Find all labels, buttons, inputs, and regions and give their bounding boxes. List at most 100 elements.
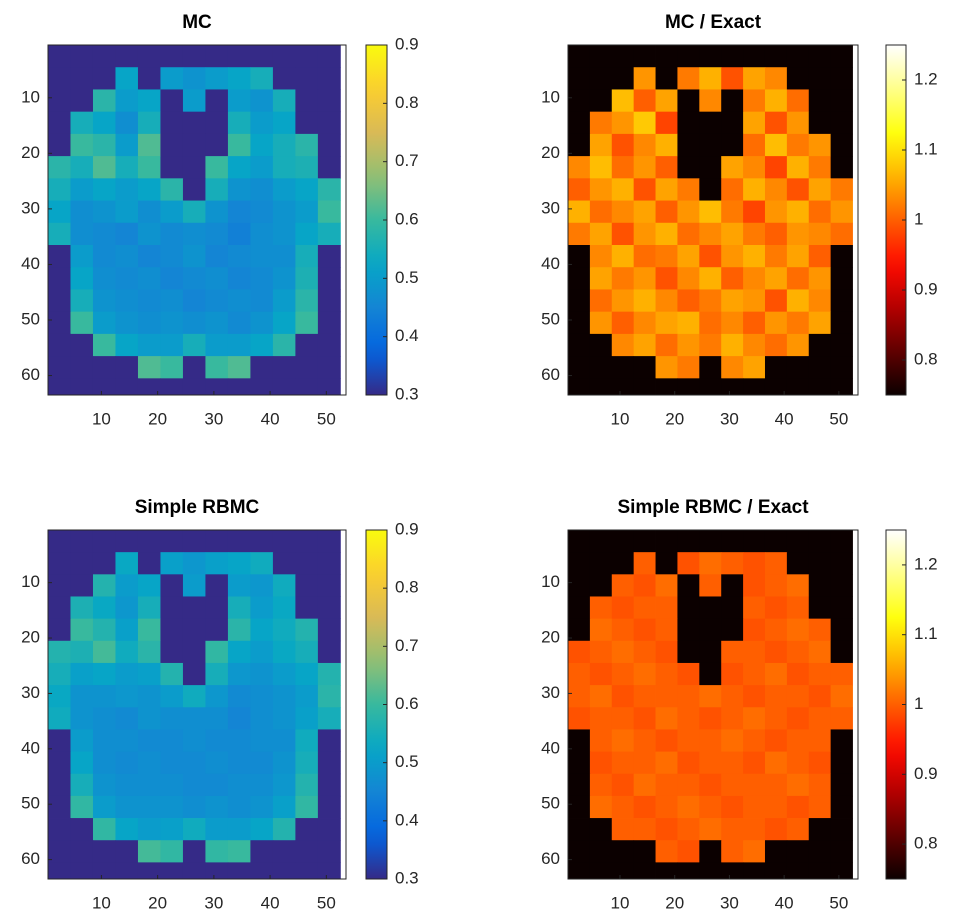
heatmap-cell: [160, 267, 184, 290]
heatmap-cell: [808, 245, 832, 268]
heatmap-cell: [589, 333, 613, 357]
heatmap-cell: [295, 178, 319, 201]
heatmap-cell: [568, 640, 591, 664]
colorbar-tick-label: 1: [914, 209, 923, 228]
heatmap-cell: [272, 178, 296, 201]
heatmap-cell: [699, 200, 722, 224]
panel: MC 10 20 30 40 50 10 20 30 40 50 60 0.3 0.4 0.5 0.6 0.7 0…: [21, 12, 419, 428]
heatmap-cell: [764, 530, 788, 553]
heatmap-cell: [699, 773, 722, 797]
heatmap-cell: [786, 111, 810, 135]
heatmap-cell: [808, 67, 832, 90]
heatmap-cell: [743, 156, 766, 179]
heatmap-cell: [115, 289, 139, 313]
heatmap-cell: [764, 311, 788, 335]
heatmap-cell: [677, 67, 700, 90]
heatmap-cell: [589, 289, 613, 313]
heatmap-cell: [250, 618, 274, 642]
x-tick-label: 40: [775, 409, 794, 428]
heatmap-cell: [272, 662, 296, 686]
heatmap-cell: [227, 200, 251, 224]
x-tick-label: 10: [611, 409, 630, 428]
y-tick-label: 50: [541, 794, 560, 813]
heatmap-cell: [137, 222, 161, 246]
heatmap-cell: [677, 156, 700, 179]
heatmap-cell: [568, 685, 591, 708]
y-tick-label: 30: [21, 683, 40, 702]
heatmap-cell: [699, 618, 722, 642]
heatmap-cell: [611, 356, 635, 379]
heatmap-cell: [808, 356, 832, 379]
heatmap-cell: [48, 751, 71, 775]
heatmap-cell: [677, 751, 700, 775]
heatmap-cell: [677, 45, 700, 68]
heatmap-cell: [115, 222, 139, 246]
heatmap-cell: [250, 862, 274, 879]
heatmap-cell: [182, 178, 206, 201]
heatmap-cell: [677, 640, 700, 664]
heatmap-cell: [589, 356, 613, 379]
heatmap-cell: [611, 618, 635, 642]
x-tick-label: 30: [204, 409, 223, 428]
heatmap-cell: [589, 111, 613, 135]
heatmap-cell: [272, 245, 296, 268]
x-tick-label: 10: [92, 893, 111, 912]
heatmap-cell: [250, 773, 274, 797]
heatmap-cell: [633, 552, 656, 575]
heatmap-cell: [137, 662, 161, 686]
heatmap-cell: [48, 685, 71, 708]
heatmap-cell: [92, 289, 116, 313]
heatmap-cell: [764, 552, 788, 575]
heatmap-cell: [137, 596, 161, 620]
heatmap-cell: [589, 640, 613, 664]
heatmap-cell: [137, 574, 161, 597]
heatmap-cell: [92, 707, 116, 730]
heatmap-cell: [227, 640, 251, 664]
heatmap-cell: [92, 685, 116, 708]
heatmap-cell: [160, 378, 184, 395]
colorbar-tick-label: 0.5: [395, 268, 419, 287]
heatmap-cell: [317, 640, 341, 664]
heatmap-cell: [250, 795, 274, 819]
heatmap-cell: [786, 795, 810, 819]
heatmap-cell: [115, 156, 139, 179]
heatmap-cell: [160, 200, 184, 224]
heatmap-cell: [808, 45, 832, 68]
heatmap-cell: [295, 200, 319, 224]
heatmap-cell: [295, 245, 319, 268]
heatmap-cell: [250, 707, 274, 730]
heatmap-cell: [272, 840, 296, 863]
heatmap-cell: [808, 311, 832, 335]
heatmap-cell: [92, 751, 116, 775]
heatmap-cell: [633, 818, 656, 841]
heatmap-cell: [764, 356, 788, 379]
heatmap-cell: [721, 311, 744, 335]
panel-title: Simple RBMC / Exact: [617, 497, 809, 518]
heatmap-cell: [699, 640, 722, 664]
heatmap-cell: [160, 618, 184, 642]
heatmap-cell: [160, 707, 184, 730]
heatmap-cell: [48, 662, 71, 686]
heatmap-cell: [182, 862, 206, 879]
heatmap-cell: [317, 311, 341, 335]
heatmap-cell: [48, 552, 71, 575]
heatmap-cell: [721, 751, 744, 775]
heatmap-cell: [808, 89, 832, 113]
heatmap-cell: [295, 222, 319, 246]
heatmap-cell: [764, 818, 788, 841]
heatmap-cell: [272, 289, 296, 313]
heatmap-cell: [160, 111, 184, 135]
heatmap-cell: [568, 574, 591, 597]
heatmap-cell: [250, 133, 274, 157]
x-tick-label: 50: [829, 409, 848, 428]
heatmap-cell: [137, 67, 161, 90]
heatmap-cell: [568, 222, 591, 246]
heatmap-cell: [317, 89, 341, 113]
heatmap-cell: [830, 530, 853, 553]
heatmap-cell: [633, 178, 656, 201]
heatmap-cell: [830, 45, 853, 68]
heatmap-cell: [699, 289, 722, 313]
heatmap-cell: [182, 596, 206, 620]
heatmap-cell: [568, 840, 591, 863]
heatmap-cell: [786, 45, 810, 68]
